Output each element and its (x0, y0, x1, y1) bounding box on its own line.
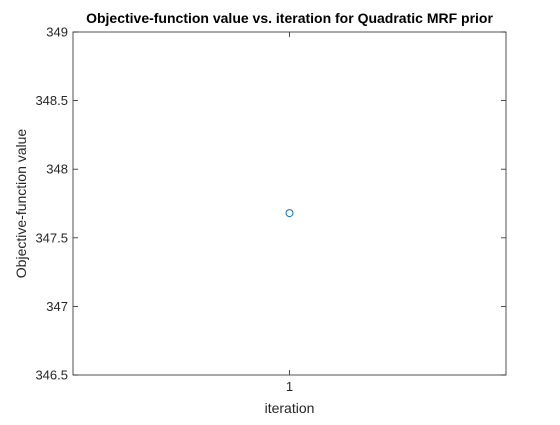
y-axis-ticks: 346.5 347 347.5 348 348.5 349 (35, 25, 506, 383)
x-tick-label: 1 (286, 379, 293, 394)
plot-area (72, 31, 507, 376)
y-tick-label: 348 (46, 162, 68, 177)
y-tick-label: 349 (46, 25, 68, 40)
y-tick-label: 347.5 (35, 230, 68, 245)
chart-title: Objective-function value vs. iteration f… (86, 10, 493, 26)
data-points (285, 209, 294, 218)
y-tick-label: 347 (46, 299, 68, 314)
y-axis-label: Objective-function value (13, 129, 29, 279)
x-axis-ticks: 1 (286, 32, 293, 394)
y-tick-label: 346.5 (35, 368, 68, 383)
data-point (285, 209, 294, 218)
x-axis-label: iteration (265, 400, 315, 416)
y-tick-label: 348.5 (35, 93, 68, 108)
